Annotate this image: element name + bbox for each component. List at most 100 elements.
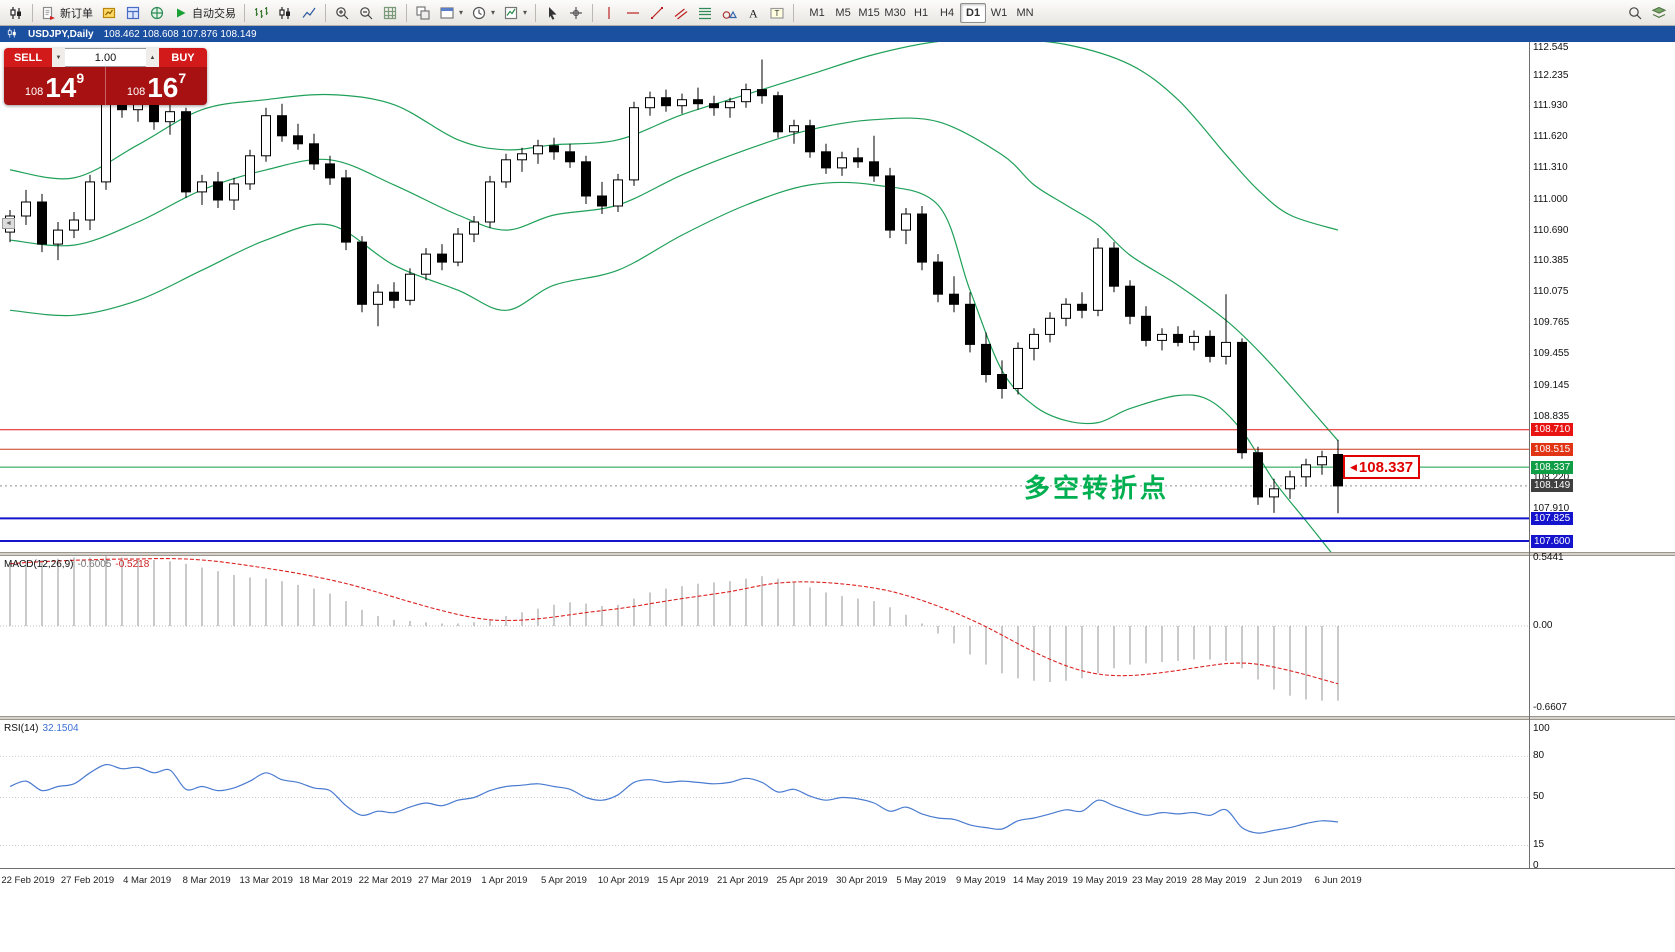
vertical-line-icon[interactable]	[597, 2, 621, 24]
macd-indicator-label: MACD(12,26,9) -0.6005 -0.5218	[4, 559, 149, 570]
timeframe-m15[interactable]: M15	[856, 3, 882, 23]
sell-price[interactable]: 108 14 9	[4, 67, 105, 105]
price-axis-label: 50	[1533, 791, 1545, 802]
sell-price-sup: 9	[76, 70, 85, 86]
search-icon[interactable]	[1623, 2, 1647, 24]
date-label: 22 Mar 2019	[358, 875, 412, 886]
price-axis-label: 109.145	[1533, 379, 1570, 391]
price-axis-label: 112.235	[1533, 69, 1569, 81]
price-axis-label: 100	[1533, 722, 1550, 734]
date-label: 10 Apr 2019	[597, 875, 650, 886]
toolbar-separator	[406, 3, 407, 22]
autotrading-button[interactable]: 自动交易	[169, 2, 240, 24]
price-axis-label: 15	[1533, 839, 1545, 850]
main-toolbar: 新订单 自动交易 ▾ ▾ ▾ A T M1 M5 M15 M30 H1 H4 D1 W1 MN	[0, 0, 1675, 26]
timeframe-h4[interactable]: H4	[934, 3, 960, 23]
candlestick-chart-icon[interactable]	[273, 2, 297, 24]
cursor-icon[interactable]	[540, 2, 564, 24]
annotation-text: 多空转折点	[1024, 473, 1170, 503]
sell-button[interactable]: SELL	[4, 48, 52, 67]
timeframe-w1[interactable]: W1	[986, 3, 1012, 23]
market-watch-icon[interactable]	[97, 2, 121, 24]
date-label: 14 May 2019	[1012, 875, 1068, 886]
date-label: 25 Apr 2019	[776, 875, 828, 886]
line-chart-icon[interactable]	[297, 2, 321, 24]
buy-price[interactable]: 108 16 7	[106, 67, 207, 105]
volume-decrease-button[interactable]: ▼	[52, 48, 65, 67]
rsi-indicator-label: RSI(14) 32.1504	[4, 723, 79, 734]
rsi-value: 32.1504	[42, 723, 79, 734]
tile-windows-icon[interactable]	[411, 2, 435, 24]
bid-ask-display: 108 14 9 108 16 7	[4, 67, 207, 105]
indicators-icon[interactable]: ▾	[435, 2, 467, 24]
price-axis-label: 111.930	[1533, 100, 1568, 112]
timeframe-m1[interactable]: M1	[804, 3, 830, 23]
toolbar-separator	[793, 3, 795, 22]
price-axis-label: 110.690	[1533, 224, 1569, 236]
timeframe-m5[interactable]: M5	[830, 3, 856, 23]
equidistant-channel-icon[interactable]	[669, 2, 693, 24]
date-label: 13 Mar 2019	[239, 875, 293, 886]
date-label: 18 Mar 2019	[299, 875, 353, 886]
price-axis-marker: 107.600	[1531, 534, 1574, 548]
chart-canvas[interactable]	[0, 42, 1675, 952]
date-label: 5 Apr 2019	[540, 875, 587, 886]
buy-button[interactable]: BUY	[159, 48, 207, 67]
price-axis-label: 107.910	[1533, 503, 1570, 515]
grid-icon[interactable]	[378, 2, 402, 24]
price-axis-label: 108.220	[1533, 472, 1570, 484]
toolbar-separator	[32, 3, 33, 22]
crosshair-icon[interactable]	[564, 2, 588, 24]
text-icon[interactable]: A	[741, 2, 765, 24]
timeframe-switcher: M1 M5 M15 M30 H1 H4 D1 W1 MN	[804, 2, 1038, 23]
price-axis-label: 0	[1533, 859, 1539, 871]
date-label: 27 Mar 2019	[418, 875, 472, 886]
periods-icon[interactable]: ▾	[467, 2, 499, 24]
data-window-icon[interactable]	[121, 2, 145, 24]
toolbar-separator	[592, 3, 594, 22]
zoom-out-icon[interactable]	[354, 2, 378, 24]
buy-price-big: 16	[147, 72, 179, 103]
price-axis-label: 80	[1533, 749, 1545, 761]
svg-text:A: A	[749, 6, 758, 20]
price-axis-label: 109.765	[1533, 317, 1570, 329]
price-axis-label: 112.545	[1533, 42, 1569, 53]
fibonacci-retracement-icon[interactable]	[693, 2, 717, 24]
price-label-tag[interactable]: ◀ 108.337	[1343, 455, 1421, 479]
chart-symbol-icon	[6, 27, 18, 42]
price-tag-value: 108.337	[1358, 458, 1414, 476]
buy-price-prefix: 108	[126, 86, 146, 98]
objects-list-icon[interactable]	[1647, 2, 1671, 24]
price-axis-label: 108.835	[1533, 410, 1570, 422]
toolbar-separator	[325, 3, 326, 22]
navigator-icon[interactable]	[145, 2, 169, 24]
timeframe-h1[interactable]: H1	[908, 3, 934, 23]
macd-signal-value: -0.5218	[115, 559, 150, 570]
macd-main-value: -0.6005	[77, 559, 112, 570]
svg-text:T: T	[775, 9, 780, 18]
volume-increase-button[interactable]: ▲	[146, 48, 159, 67]
volume-input[interactable]	[65, 48, 146, 67]
shapes-icon[interactable]	[717, 2, 741, 24]
new-order-button[interactable]: 新订单	[37, 2, 97, 24]
trendline-icon[interactable]	[645, 2, 669, 24]
date-label: 9 May 2019	[955, 875, 1006, 886]
templates-icon[interactable]: ▾	[499, 2, 531, 24]
price-axis-marker: 108.337	[1531, 460, 1574, 474]
horizontal-line-icon[interactable]	[621, 2, 645, 24]
date-label: 15 Apr 2019	[657, 875, 709, 886]
price-axis-label: 109.455	[1533, 348, 1570, 360]
price-axis-label: 110.075	[1533, 286, 1569, 298]
text-label-icon[interactable]: T	[765, 2, 789, 24]
timeframe-d1[interactable]: D1	[960, 2, 987, 23]
price-axis-marker: 108.515	[1531, 442, 1574, 456]
bar-chart-icon[interactable]	[249, 2, 273, 24]
timeframe-m30[interactable]: M30	[882, 3, 908, 23]
zoom-in-icon[interactable]	[330, 2, 354, 24]
chart-window-icon[interactable]	[4, 2, 28, 24]
date-label: 27 Feb 2019	[60, 875, 115, 886]
price-divider	[105, 67, 106, 105]
timeframe-mn[interactable]: MN	[1012, 3, 1038, 23]
